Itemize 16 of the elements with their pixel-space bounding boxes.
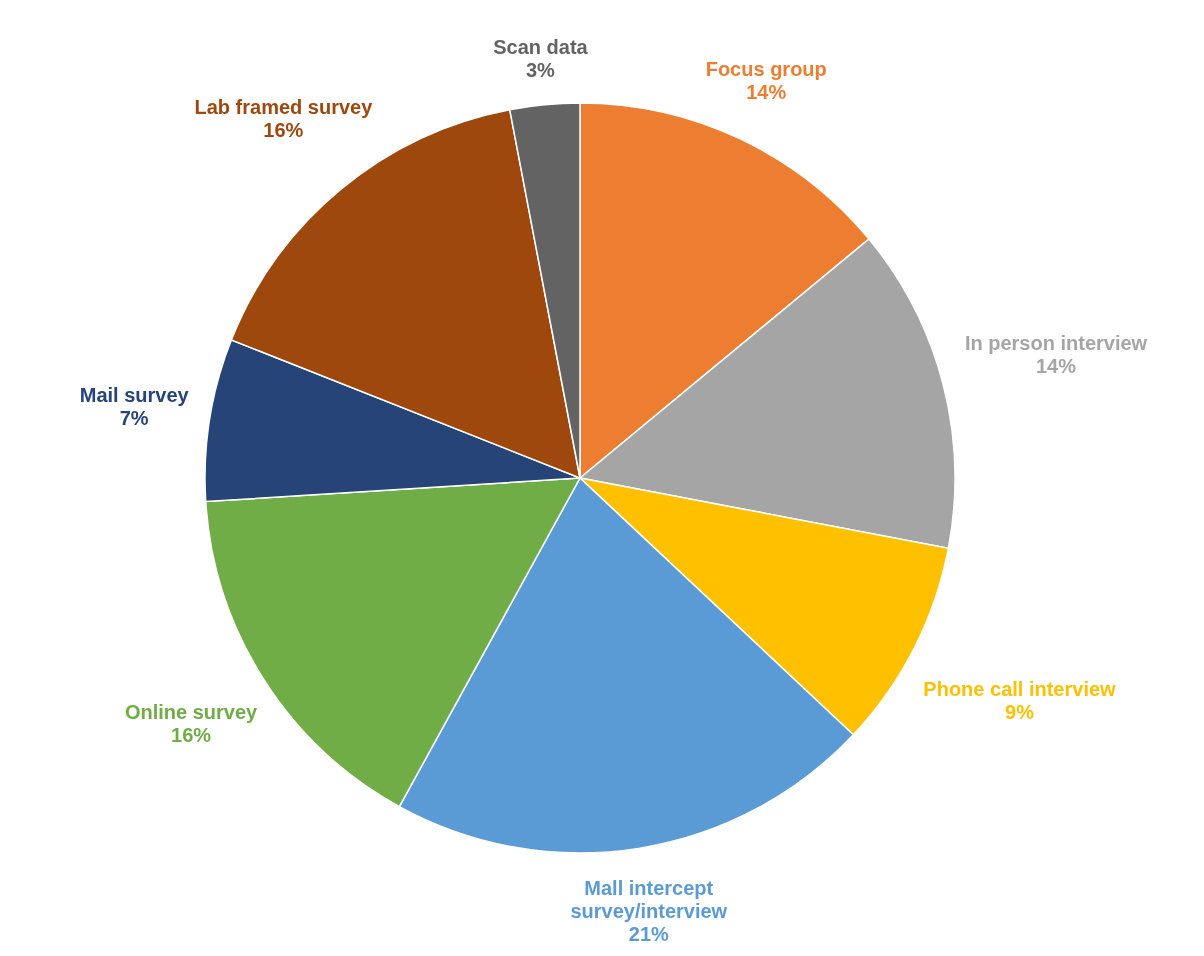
data-label: 16%	[263, 118, 304, 141]
data-label: 14%	[1036, 355, 1077, 378]
slice-label: In person interview	[964, 332, 1148, 355]
data-label: 3%	[526, 58, 556, 81]
data-label: 16%	[171, 724, 212, 747]
slice-label: Mall intercept survey/interview	[570, 877, 728, 923]
slice-label: Scan data	[493, 35, 589, 58]
slice-label: Focus group	[705, 58, 827, 81]
slice-label: Online survey	[124, 701, 259, 724]
data-label: 14%	[746, 81, 787, 104]
slice-label: Phone call interview	[923, 678, 1117, 701]
data-label: 7%	[119, 406, 149, 429]
slice-label: Mail survey	[79, 383, 190, 406]
slice-label: Lab framed survey	[194, 95, 374, 118]
data-label: 21%	[628, 923, 670, 946]
data-label: 9%	[1005, 701, 1035, 724]
